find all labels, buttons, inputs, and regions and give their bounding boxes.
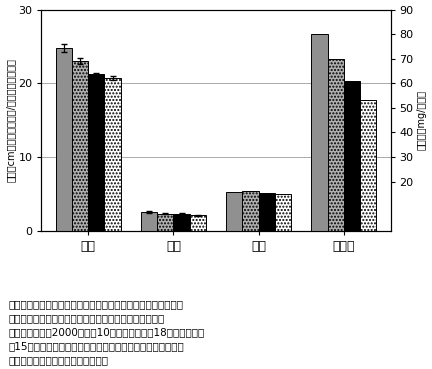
Bar <box>311 34 327 231</box>
Bar <box>226 192 242 231</box>
Bar <box>72 61 88 231</box>
Bar <box>173 214 190 231</box>
Bar <box>88 75 105 231</box>
Bar <box>275 194 291 231</box>
Bar <box>141 212 157 231</box>
Bar <box>105 78 121 231</box>
Y-axis label: 草丈（cm）・茎数（個体/本）・葉齢（板）: 草丈（cm）・茎数（個体/本）・葉齢（板） <box>6 58 16 182</box>
Bar <box>157 214 173 231</box>
Bar <box>242 191 259 231</box>
Bar <box>344 81 360 231</box>
Y-axis label: 乳物重（mg/個体）: 乳物重（mg/個体） <box>416 90 426 150</box>
Bar <box>190 215 206 231</box>
Bar <box>360 100 376 231</box>
Bar <box>259 193 275 231</box>
Bar <box>327 59 344 231</box>
Bar <box>56 48 72 231</box>
Text: 図２　高タンパク質種子と普通種子の生育の比較（機械播種）
注）美唄分室（低位泥炭土）においてアップカットロー
タリシーダにて2000年５月10日播種．　５月18: 図２ 高タンパク質種子と普通種子の生育の比較（機械播種） 注）美唄分室（低位泥炭… <box>9 299 205 365</box>
